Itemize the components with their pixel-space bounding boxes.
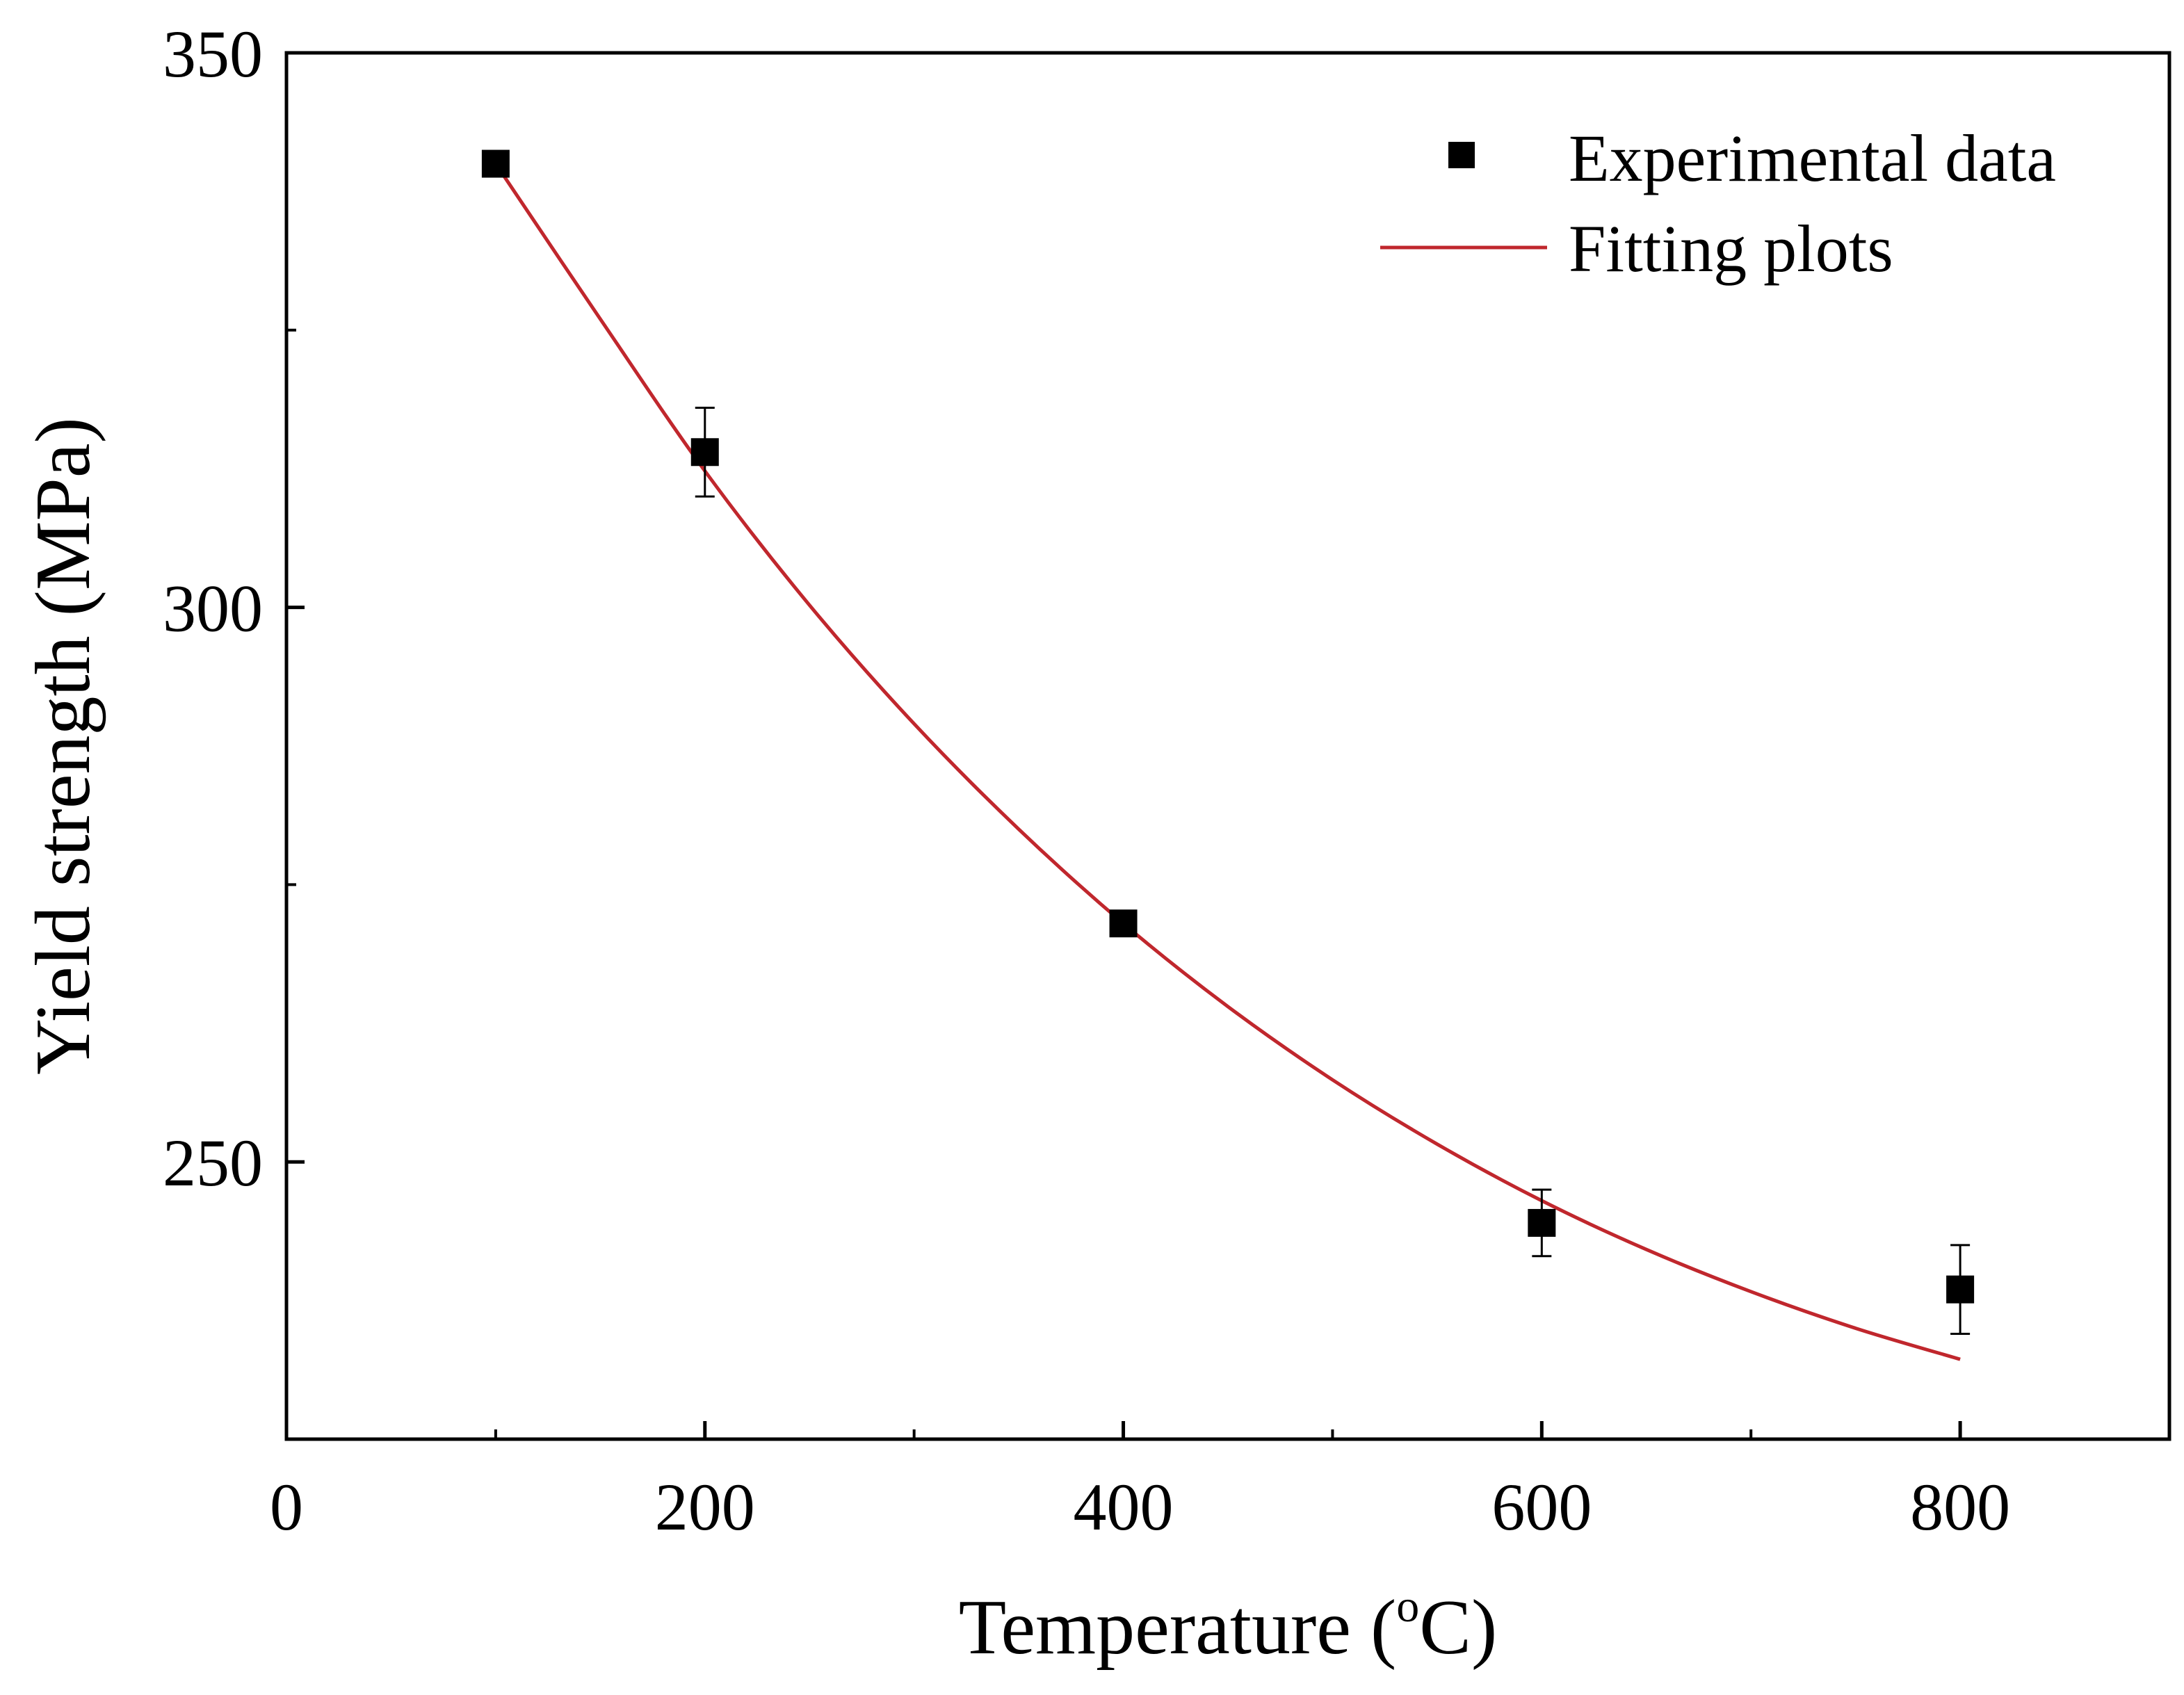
y-axis-ticks bbox=[286, 51, 305, 1164]
legend-label-experimental: Experimental data bbox=[1569, 121, 2056, 195]
experimental-data-points bbox=[481, 149, 1975, 1304]
x-axis-tick-labels: 0 200 400 600 800 bbox=[270, 1470, 2010, 1544]
x-axis-title: Temperature (oC) bbox=[959, 1581, 1498, 1671]
plot-frame bbox=[284, 51, 2171, 1441]
data-point-200 bbox=[690, 438, 719, 467]
y-axis-title: Yield strength (MPa) bbox=[20, 417, 106, 1075]
data-point-400 bbox=[1109, 909, 1138, 938]
y-tick-label-300: 300 bbox=[163, 571, 263, 646]
x-tick-label-600: 600 bbox=[1491, 1470, 1592, 1544]
y-tick-label-250: 250 bbox=[163, 1126, 263, 1200]
x-tick-label-400: 400 bbox=[1074, 1470, 1174, 1544]
data-point-600 bbox=[1528, 1208, 1556, 1237]
x-tick-label-200: 200 bbox=[655, 1470, 755, 1544]
y-axis-tick-labels: 250 300 350 bbox=[163, 17, 263, 1200]
x-tick-label-0: 0 bbox=[270, 1470, 303, 1544]
data-point-800 bbox=[1946, 1275, 1975, 1304]
legend-label-fitting: Fitting plots bbox=[1569, 211, 1893, 286]
y-tick-label-350: 350 bbox=[163, 17, 263, 91]
data-point-100 bbox=[481, 149, 510, 178]
x-axis-ticks bbox=[284, 1421, 1962, 1439]
legend-marker-experimental bbox=[1448, 142, 1475, 168]
x-tick-label-800: 800 bbox=[1910, 1470, 2010, 1544]
legend: Experimental data Fitting plots bbox=[1380, 121, 2056, 286]
